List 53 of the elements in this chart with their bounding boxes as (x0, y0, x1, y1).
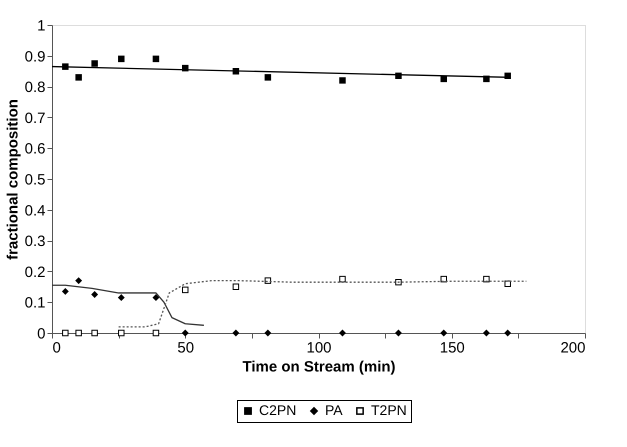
point (152, 294, 160, 301)
point (91, 60, 98, 67)
point (182, 286, 188, 294)
y-tick-label: 0.3 (24, 233, 46, 250)
point (339, 276, 346, 282)
point (232, 284, 240, 290)
point (483, 276, 490, 282)
point (339, 330, 346, 336)
x-tick-label: 100 (306, 340, 332, 356)
y-axis-title: fractional composition (4, 99, 22, 260)
x-tick-label: 150 (440, 340, 465, 356)
point (440, 330, 447, 336)
point (75, 74, 82, 81)
y-tick-label: 1 (37, 18, 46, 34)
point (62, 330, 69, 336)
point (91, 330, 98, 336)
x-tick-label: 200 (560, 340, 586, 356)
point (118, 294, 125, 301)
point (182, 330, 188, 336)
point (75, 277, 82, 284)
point (118, 330, 125, 336)
x-tick-label: 50 (177, 340, 194, 356)
y-tick-label: 0 (37, 326, 46, 342)
point (62, 288, 69, 295)
y-tick-label: 0.5 (24, 172, 46, 188)
x-tick-label: 0 (52, 340, 61, 356)
point (75, 330, 82, 336)
point (232, 330, 240, 336)
line-series (51, 284, 205, 326)
point (152, 56, 160, 62)
y-tick-label: 0.6 (24, 140, 46, 158)
legend-label: C2PN (259, 402, 296, 418)
x-axis-title: Time on Stream (min) (242, 358, 396, 376)
y-tick-label: 0.8 (24, 79, 46, 96)
point (264, 74, 272, 81)
point (504, 330, 511, 336)
point (483, 330, 490, 336)
point (264, 330, 272, 336)
point (152, 330, 160, 336)
point (395, 330, 402, 336)
y-tick-label: 0.4 (24, 202, 46, 220)
point (91, 291, 98, 298)
point (118, 56, 125, 62)
point (504, 280, 511, 287)
y-tick-label: 0.7 (24, 110, 46, 127)
y-tick-label: 0.1 (24, 294, 46, 312)
legend-label: T2PN (371, 402, 407, 418)
point (395, 278, 402, 286)
y-tick-label: 0.9 (24, 48, 46, 66)
y-tick-label: 0.2 (24, 264, 46, 281)
point (339, 77, 346, 84)
point (264, 277, 272, 284)
legend-label: PA (325, 402, 344, 418)
